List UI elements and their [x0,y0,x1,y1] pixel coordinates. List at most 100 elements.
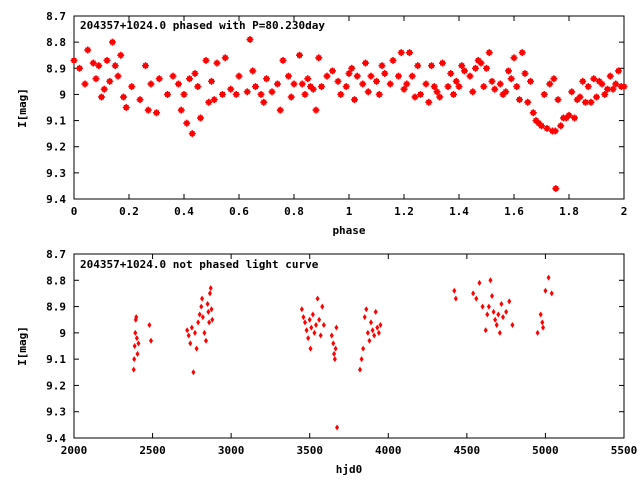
data-point [510,321,515,328]
data-point [76,64,83,72]
data-point [502,88,510,96]
data-point [210,96,218,104]
data-point [436,93,444,101]
y-tick-label: 8.9 [46,62,66,75]
data-point [164,90,171,98]
data-point [329,67,336,75]
data-point [488,77,496,85]
data-points-bottom [131,274,554,431]
data-point [546,80,554,88]
data-point [518,49,526,57]
data-point [317,316,322,323]
data-point [186,75,193,83]
data-point [609,85,617,93]
y-tick-label: 8.7 [46,248,66,261]
data-point [136,340,141,347]
data-point [131,366,136,373]
data-point [543,287,548,294]
data-point [197,114,204,122]
data-point [191,369,196,376]
data-point [373,308,378,315]
data-point [189,324,194,331]
data-point [287,93,295,101]
data-point [584,83,592,91]
data-point [260,98,268,106]
data-points-top [70,36,628,193]
x-tick-label: 3000 [218,444,245,457]
data-point [554,96,562,104]
data-point [546,274,551,281]
data-point [565,111,573,119]
plot-frame-top [73,15,625,200]
data-point [422,80,430,88]
data-point [134,314,139,321]
data-point [205,98,213,106]
data-point [485,311,490,318]
data-point [373,77,380,85]
data-point [290,80,298,88]
data-point [395,72,402,80]
data-point [318,83,325,91]
data-point [257,90,265,98]
data-point [376,329,381,336]
x-tick-label: 0.6 [229,205,249,218]
x-tick-label: 5000 [532,444,559,457]
data-point [403,80,411,88]
data-point [342,83,350,91]
data-point [147,321,152,328]
data-point [200,314,205,321]
data-point [109,38,116,46]
data-point [351,96,358,104]
data-point [117,51,125,59]
data-point [333,345,338,352]
data-point [375,90,383,98]
data-point [232,90,240,98]
data-point [452,287,457,294]
data-point [210,316,215,323]
data-point [177,106,185,114]
data-point [483,64,490,72]
x-axis-label-top: phase [332,224,365,237]
data-point [513,83,521,91]
x-tick-label: 0 [71,205,78,218]
data-point [439,59,446,67]
data-point [579,77,587,85]
data-point [84,46,92,54]
data-point [491,308,496,315]
data-point [132,343,137,349]
data-point [318,332,323,339]
axis-ticks-top: 0 0.2 0.4 0.6 0.8 1 1.2 1.4 1.6 1.8 2 8.7 8.8 8.9 9 9.1… [46,10,627,218]
data-point [334,324,339,331]
data-point [196,319,201,326]
data-point [612,80,620,88]
y-tick-label: 9.1 [46,115,66,128]
data-point [243,88,251,96]
data-point [485,49,493,57]
data-point [425,98,433,106]
data-point [155,75,163,83]
data-point [400,85,408,93]
data-point [364,306,369,313]
data-point [397,49,405,57]
data-point [362,59,369,67]
data-point [321,321,326,328]
data-point [538,122,545,130]
data-point [477,59,485,67]
data-point [308,345,313,352]
data-point [312,106,320,114]
data-point [309,324,314,331]
data-point [516,96,523,104]
chart-bottom: 204357+1024.0 not phased light curve 200… [16,248,637,476]
data-point [362,314,367,321]
y-tick-label: 8.9 [46,301,66,314]
data-point [521,70,529,78]
x-tick-label: 4500 [454,444,481,457]
data-point [504,308,509,315]
data-point [323,72,331,80]
data-point [307,316,312,323]
data-point [296,51,303,59]
data-point [169,72,177,80]
data-point [469,88,477,96]
data-point [128,83,136,91]
data-point [499,300,504,307]
